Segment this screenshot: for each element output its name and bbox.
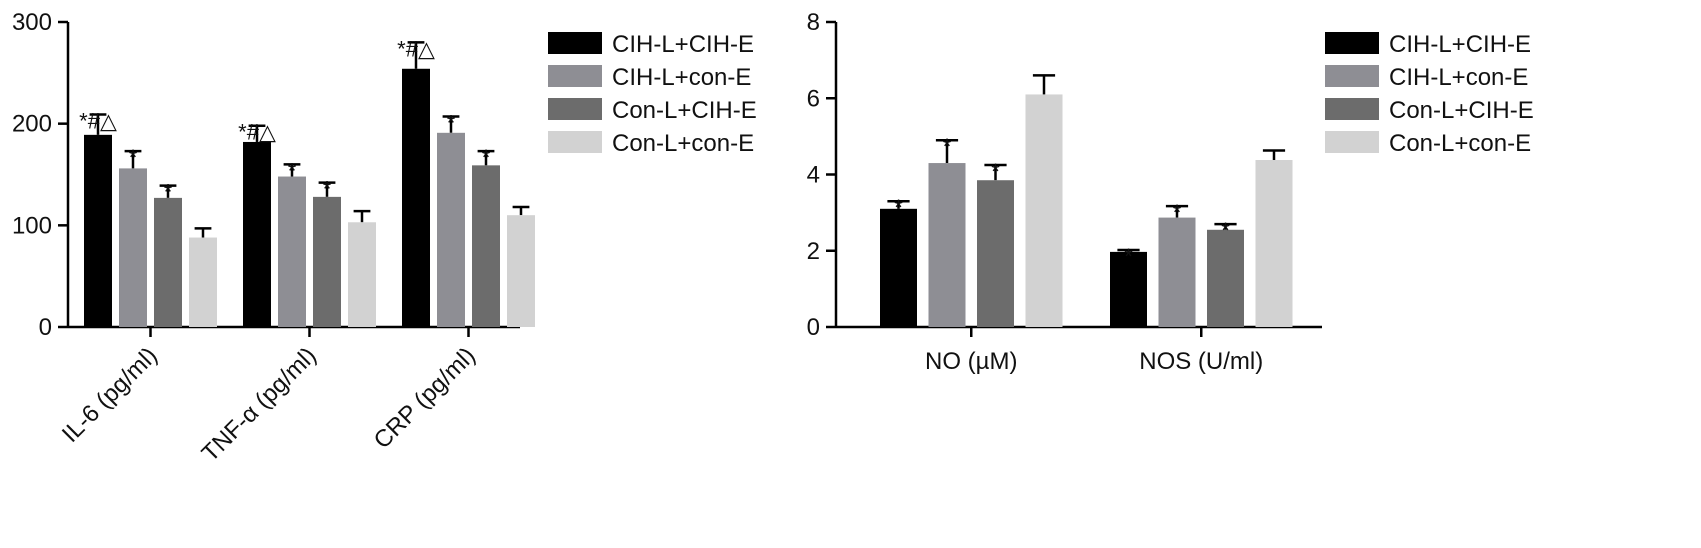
bar	[1110, 251, 1147, 327]
y-tick-label: 100	[12, 212, 52, 239]
y-tick-label: 2	[807, 238, 820, 265]
annotation: *	[894, 195, 903, 220]
x-tick-label: IL-6 (pg/ml)	[57, 342, 163, 448]
bar	[1207, 229, 1244, 327]
x-tick-label: NO (µM)	[925, 348, 1017, 375]
legend-label: Con-L+CIH-E	[612, 97, 757, 124]
legend-swatch	[548, 32, 602, 54]
y-tick-label: 200	[12, 111, 52, 138]
legend-label: CIH-L+CIH-E	[612, 31, 754, 58]
bar	[189, 237, 217, 327]
panel: 0 100 200 300 IL-6 (pg/ml) *#△ * * TNF-α (pg/ml)…	[12, 9, 757, 467]
bar	[507, 215, 535, 327]
bar	[348, 222, 376, 327]
x-tick-label: TNF-α (pg/ml)	[197, 342, 322, 467]
legend-swatch	[1325, 131, 1379, 153]
legend-label: Con-L+con-E	[612, 130, 754, 157]
annotation: *	[447, 111, 456, 136]
panel: 0 2 4 6 8 NO (µM) * * * NOS (U/ml) * * * CIH-L+CIH-E C…	[807, 9, 1534, 375]
bar	[472, 165, 500, 327]
bar	[437, 132, 465, 327]
legend-label: Con-L+CIH-E	[1389, 97, 1534, 124]
y-tick-label: 4	[807, 162, 820, 189]
bar	[880, 208, 917, 327]
bar	[278, 176, 306, 327]
legend-label: Con-L+con-E	[1389, 130, 1531, 157]
annotation: *	[482, 145, 491, 170]
annotation: *#△	[397, 36, 435, 61]
bar	[84, 134, 112, 327]
annotation: *	[323, 177, 332, 202]
annotation: *	[129, 145, 138, 170]
y-tick-label: 8	[807, 9, 820, 36]
legend-swatch	[1325, 65, 1379, 87]
legend-swatch	[1325, 98, 1379, 120]
x-tick-label: NOS (U/ml)	[1139, 348, 1263, 375]
bar	[313, 196, 341, 327]
annotation: *	[1124, 244, 1133, 269]
bar	[1158, 217, 1196, 327]
bar	[977, 180, 1014, 327]
annotation: *	[991, 159, 1000, 184]
x-tick-label: CRP (pg/ml)	[369, 342, 481, 454]
legend-swatch	[1325, 32, 1379, 54]
annotation: *#△	[79, 109, 117, 134]
annotation: *#△	[238, 120, 276, 145]
bar	[402, 68, 430, 328]
legend-label: CIH-L+CIH-E	[1389, 31, 1531, 58]
legend-label: CIH-L+con-E	[1389, 64, 1528, 91]
bar	[154, 197, 182, 327]
legend-swatch	[548, 98, 602, 120]
bar	[928, 163, 966, 327]
bar	[243, 141, 271, 327]
annotation: *	[164, 180, 173, 205]
bar	[119, 168, 147, 327]
y-tick-label: 0	[807, 314, 820, 341]
bar	[1025, 94, 1063, 327]
annotation: *	[943, 134, 952, 159]
annotation: *	[1173, 200, 1182, 225]
legend-swatch	[548, 131, 602, 153]
y-tick-label: 300	[12, 9, 52, 36]
annotation: *	[288, 158, 297, 183]
legend-swatch	[548, 65, 602, 87]
legend-label: CIH-L+con-E	[612, 64, 751, 91]
y-tick-label: 0	[39, 314, 52, 341]
annotation: *	[1221, 218, 1230, 243]
y-tick-label: 6	[807, 85, 820, 112]
bar	[1255, 160, 1293, 327]
